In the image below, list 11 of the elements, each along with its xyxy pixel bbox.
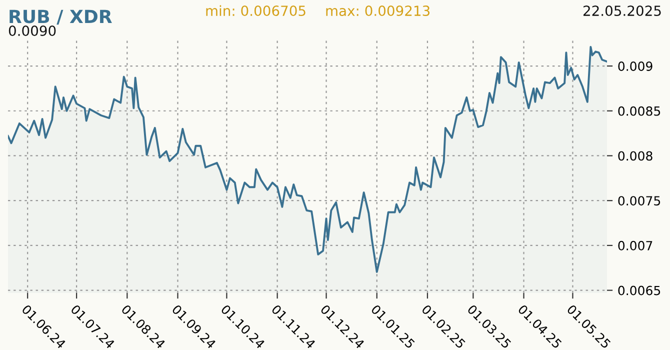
text: max: 0.009213 (326, 6, 430, 16)
y-tick-label: 0.0075 (618, 196, 660, 206)
y-tick-label: 0.0065 (618, 286, 660, 296)
y-tick-label: 0.0085 (618, 106, 660, 116)
text: 0.0090 (8, 26, 56, 36)
y-tick-label: 0.009 (618, 61, 652, 71)
text: 22.05.2025 (583, 6, 661, 16)
y-tick-label: 0.008 (618, 151, 652, 161)
y-tick-label: 0.007 (618, 240, 652, 250)
chart-title: RUB / XDR (10, 10, 112, 25)
text: min: 0.006705 (206, 5, 306, 16)
